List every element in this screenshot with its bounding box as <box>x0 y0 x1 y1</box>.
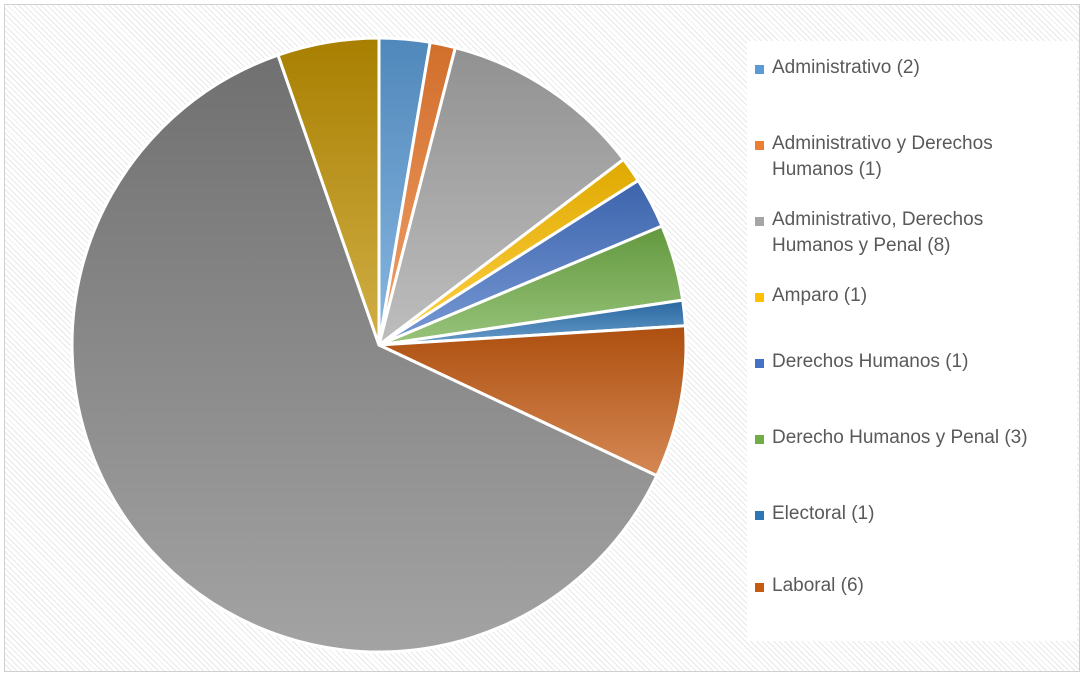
legend-swatch <box>755 583 764 592</box>
pie-slice-9 <box>276 36 381 347</box>
legend-label: Derechos Humanos (1) <box>772 351 969 372</box>
legend-item: Electoral (1) <box>747 501 1077 527</box>
legend-item: Amparo (1) <box>747 283 1077 309</box>
legend-swatch <box>755 293 764 302</box>
legend-label: Administrativo y Derechos Humanos (1) <box>772 133 993 180</box>
legend-item: Derecho Humanos y Penal (3) <box>747 425 1077 451</box>
legend-item: Administrativo (2) <box>747 55 1077 81</box>
legend-swatch <box>755 359 764 368</box>
legend-label: Administrativo, Derechos Humanos y Penal… <box>772 209 984 256</box>
legend-label: Electoral (1) <box>772 503 875 524</box>
legend-item: Administrativo, Derechos Humanos y Penal… <box>747 207 1077 259</box>
pie-chart <box>70 36 688 654</box>
chart-area: Administrativo (2) Administrativo y Derec… <box>4 4 1080 672</box>
legend-item: Administrativo y Derechos Humanos (1) <box>747 131 1077 183</box>
legend: Administrativo (2) Administrativo y Derec… <box>747 41 1077 641</box>
legend-swatch <box>755 511 764 520</box>
legend-item: Laboral (6) <box>747 573 1077 599</box>
legend-label: Laboral (6) <box>772 575 864 596</box>
legend-item: Derechos Humanos (1) <box>747 349 1077 375</box>
legend-swatch <box>755 65 764 74</box>
pie-slice-8 <box>70 53 659 654</box>
legend-swatch <box>755 217 764 226</box>
legend-swatch <box>755 435 764 444</box>
pie-slice-2 <box>377 46 626 347</box>
pie-slice-7 <box>377 324 688 478</box>
legend-label: Amparo (1) <box>772 285 868 306</box>
legend-label: Derecho Humanos y Penal (3) <box>772 427 1028 448</box>
legend-swatch <box>755 141 764 150</box>
legend-label: Administrativo (2) <box>772 57 920 78</box>
